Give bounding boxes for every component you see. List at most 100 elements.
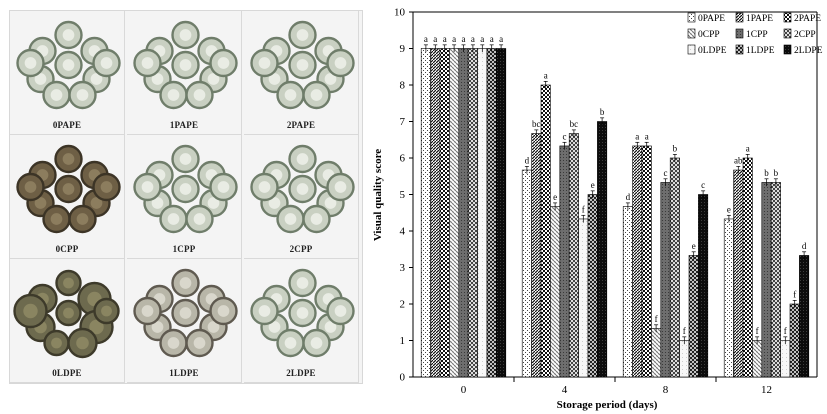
- bar: [789, 303, 800, 378]
- y-tick-label: 7: [400, 116, 406, 128]
- significance-letter: a: [452, 34, 456, 44]
- significance-letter: c: [563, 131, 567, 141]
- bar: [486, 48, 497, 378]
- legend-entry: 1CPP: [746, 30, 768, 40]
- bar: [723, 218, 734, 378]
- cucumber-slices-photo: [133, 20, 238, 110]
- significance-letter: f: [793, 289, 796, 299]
- legend-entry: 2CPP: [794, 30, 816, 40]
- photo-cell: 1PAPE: [127, 11, 242, 135]
- photo-caption: 0LDPE: [52, 368, 82, 378]
- bar: [521, 169, 532, 378]
- cucumber-slices-photo: [13, 269, 120, 359]
- bar: [568, 133, 579, 378]
- photo-cell: 0PAPE: [10, 11, 125, 135]
- bar: [669, 157, 680, 378]
- bar: [540, 84, 551, 378]
- photo-cell: 2CPP: [244, 135, 359, 259]
- significance-letter: b: [600, 107, 605, 117]
- bar: [770, 182, 781, 378]
- bar: [688, 255, 699, 378]
- legend-entry: 0CPP: [698, 30, 720, 40]
- significance-letter: a: [443, 34, 447, 44]
- bar: [651, 328, 662, 378]
- legend-swatch: [783, 28, 792, 39]
- cucumber-slices-photo: [16, 144, 121, 234]
- significance-letter: a: [544, 70, 548, 80]
- bar: [761, 182, 772, 378]
- significance-letter: f: [655, 314, 658, 324]
- bar: [458, 48, 469, 378]
- legend-entry: 0LDPE: [698, 46, 727, 56]
- photo-caption: 1CPP: [172, 244, 196, 254]
- significance-letter: bc: [570, 119, 579, 129]
- significance-letter: a: [645, 131, 649, 141]
- significance-letter: ab: [734, 155, 743, 165]
- significance-letter: e: [727, 204, 731, 214]
- y-tick-label: 4: [400, 226, 406, 238]
- cucumber-slices-photo: [133, 144, 238, 234]
- bar: [597, 121, 608, 378]
- significance-letter: e: [692, 241, 696, 251]
- photo-caption: 1LDPE: [169, 368, 199, 378]
- legend-entry: 0PAPE: [698, 14, 725, 24]
- significance-letter: b: [764, 168, 769, 178]
- significance-letter: e: [591, 180, 595, 190]
- photo-caption: 0PAPE: [52, 120, 82, 130]
- photo-cell: 1LDPE: [127, 259, 242, 383]
- cucumber-slices-photo: [16, 20, 121, 110]
- bar: [752, 340, 763, 378]
- bar: [698, 194, 709, 378]
- legend-swatch: [687, 12, 696, 23]
- legend-swatch: [735, 12, 744, 23]
- significance-letter: f: [683, 326, 686, 336]
- photo-caption: 2PAPE: [286, 120, 316, 130]
- bar: [467, 48, 478, 378]
- legend-swatch: [735, 28, 744, 39]
- significance-letter: a: [480, 34, 484, 44]
- bar: [496, 48, 507, 378]
- y-tick-label: 3: [400, 262, 406, 274]
- significance-letter: f: [784, 326, 787, 336]
- x-tick-label: 4: [562, 384, 568, 396]
- y-tick-label: 1: [400, 335, 406, 347]
- y-tick-label: 9: [400, 43, 406, 55]
- y-tick-label: 5: [400, 189, 406, 201]
- bar: [679, 340, 690, 378]
- bar: [430, 48, 441, 378]
- photo-caption: 2LDPE: [286, 368, 316, 378]
- significance-letter: d: [802, 241, 807, 251]
- x-tick-label: 12: [761, 384, 772, 396]
- photo-cell: 0LDPE: [10, 259, 125, 383]
- photo-cell: 2LDPE: [244, 259, 359, 383]
- significance-letter: d: [525, 155, 530, 165]
- cucumber-slices-photo: [250, 144, 355, 234]
- x-axis-title: Storage period (days): [557, 399, 658, 411]
- bar: [799, 255, 810, 378]
- y-tick-label: 10: [394, 7, 406, 19]
- x-tick-label: 8: [663, 384, 669, 396]
- significance-letter: c: [701, 180, 705, 190]
- bar: [477, 48, 488, 378]
- bar: [587, 194, 598, 378]
- significance-letter: a: [433, 34, 437, 44]
- significance-letter: a: [424, 34, 428, 44]
- bar: [531, 133, 542, 378]
- legend-swatch: [783, 12, 792, 23]
- legend-entry: 1PAPE: [746, 14, 773, 24]
- significance-letter: f: [582, 204, 585, 214]
- bar: [559, 145, 570, 378]
- y-tick-label: 8: [400, 80, 406, 92]
- significance-letter: a: [462, 34, 466, 44]
- significance-letter: c: [664, 168, 668, 178]
- legend-swatch: [783, 44, 792, 55]
- significance-letter: a: [499, 34, 503, 44]
- legend-swatch: [687, 28, 696, 39]
- bar: [660, 182, 671, 378]
- significance-letter: a: [471, 34, 475, 44]
- bar: [578, 218, 589, 378]
- legend-swatch: [687, 44, 696, 55]
- y-axis-title: Visual quality score: [372, 149, 384, 241]
- bar: [449, 48, 460, 378]
